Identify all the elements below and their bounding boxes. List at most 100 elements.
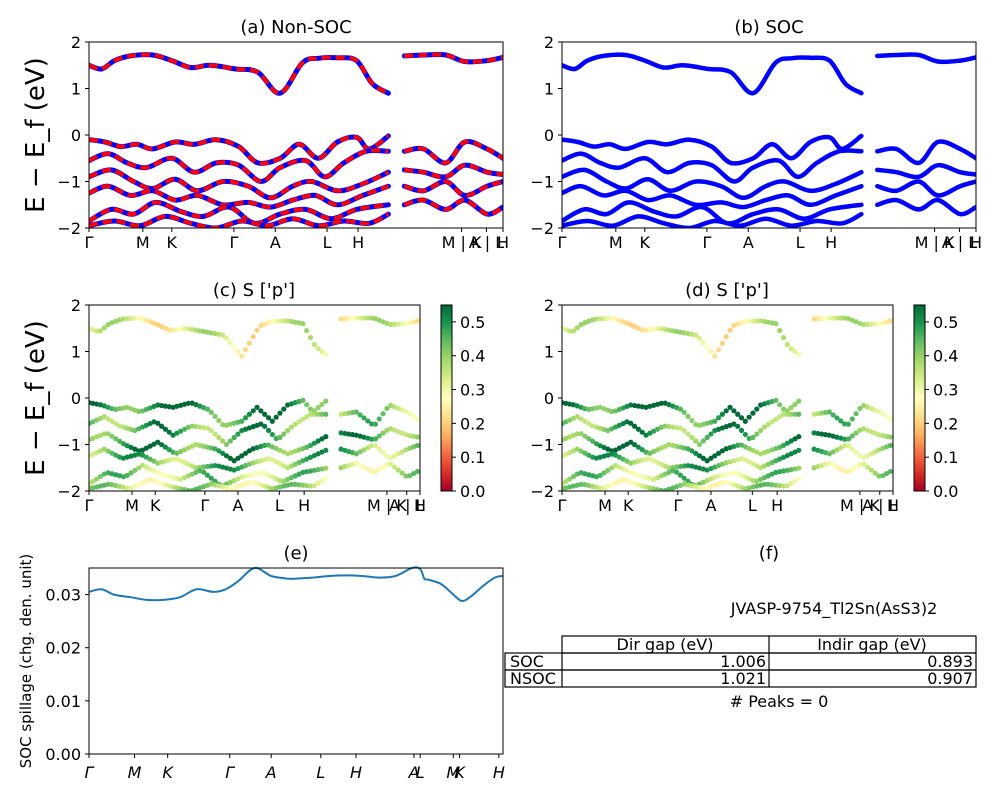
panel-e-xtick-label: M — [446, 763, 460, 782]
colorbar-tick-label: 0.1 — [460, 448, 485, 467]
colorbar-tick-label: 0.0 — [933, 482, 958, 501]
band-point — [414, 442, 420, 449]
band-point — [246, 479, 253, 486]
band-point — [849, 466, 855, 472]
band-point — [811, 411, 817, 417]
band-point — [780, 483, 787, 489]
band-point — [277, 318, 283, 324]
band-point — [761, 481, 768, 487]
band-point — [158, 402, 165, 409]
panel-e-ytick-label: 0.01 — [45, 692, 81, 711]
band-point — [612, 452, 619, 458]
band-point — [300, 321, 306, 327]
band-point — [819, 410, 825, 416]
colorbar-tick-label: 0.4 — [933, 347, 958, 366]
panel-c-xtick-label: Γ — [85, 496, 94, 515]
band-point — [414, 434, 420, 440]
band-point — [567, 328, 573, 334]
panel-e-title: (e) — [283, 543, 308, 564]
band-point — [750, 410, 756, 416]
band-point — [338, 411, 344, 417]
band-point — [166, 327, 172, 333]
band-point — [208, 475, 214, 481]
band-point — [346, 410, 352, 416]
band-point — [601, 470, 607, 476]
band-point — [704, 458, 710, 464]
band-point — [315, 405, 321, 411]
panel-b-xtick-label: A | L — [942, 233, 978, 252]
spillage-line — [88, 566, 504, 602]
panel-e-frame — [88, 567, 504, 755]
band-point — [414, 468, 420, 475]
band-line-dashed — [404, 52, 503, 64]
colorbar-tick-label: 0.3 — [460, 381, 485, 400]
band-point — [792, 478, 798, 484]
band-point — [227, 455, 233, 461]
band-point — [262, 442, 268, 448]
band-point — [231, 344, 237, 350]
panel-b-xtick-label: H — [825, 233, 837, 252]
band-point — [204, 463, 210, 470]
band-line-dashed — [89, 134, 390, 166]
band-point — [246, 340, 253, 346]
band-point — [369, 468, 375, 474]
band-point — [773, 416, 779, 422]
band-point — [838, 466, 844, 472]
band-point — [128, 315, 134, 322]
band-point — [292, 481, 298, 487]
colorbar-d-ticks: 0.5 0.4 0.3 0.2 0.1 0.0 — [925, 313, 958, 501]
panel-a-xtick-label: Γ — [85, 233, 94, 252]
band-point — [788, 411, 794, 417]
band-point — [712, 418, 718, 424]
band-point — [616, 454, 622, 460]
band-point — [105, 431, 111, 437]
band-point — [864, 464, 871, 470]
band-point — [281, 318, 287, 324]
band-point — [258, 408, 264, 414]
band-point — [380, 450, 386, 456]
band-line-dashed — [89, 212, 390, 228]
band-point — [780, 442, 787, 448]
band-point — [586, 452, 592, 458]
panel-d-xtick-label: A | L — [862, 496, 898, 515]
panel-c-xtick-label: K — [150, 496, 161, 515]
band-ylabel-top: E − E_f (eV) — [21, 57, 51, 213]
band-point — [376, 416, 382, 422]
band-line — [562, 133, 864, 166]
spillage-ylabel: SOC spillage (chg. den. unit) — [17, 554, 35, 769]
band-line-dashed — [404, 163, 503, 179]
band-point — [178, 428, 184, 434]
band-point — [696, 453, 703, 459]
band-point — [700, 485, 706, 491]
band-line-dashed — [89, 148, 389, 184]
band-point — [162, 444, 168, 450]
panel-e-xtick-label: K — [162, 763, 174, 782]
band-point — [143, 454, 149, 460]
panel-e-xtick-label: Γ — [85, 763, 95, 782]
band-point — [578, 431, 584, 437]
band-point — [319, 436, 325, 442]
band-point — [819, 315, 825, 322]
band-point — [365, 445, 371, 451]
band-point — [864, 321, 871, 327]
band-point — [887, 416, 893, 422]
band-point — [231, 434, 237, 441]
band-point — [651, 428, 657, 434]
band-point — [304, 414, 310, 420]
band-point — [884, 414, 890, 420]
band-line — [562, 211, 864, 228]
band-point — [876, 473, 882, 479]
row-nsoc-indir: 0.907 — [927, 669, 973, 688]
panel-d-ytick-label: 1 — [544, 343, 554, 362]
band-point — [212, 446, 218, 452]
panel-d-ytick-label: −2 — [530, 482, 554, 501]
band-point — [750, 477, 756, 484]
panel-a-xtick-label: A | L — [469, 233, 505, 252]
band-point — [269, 431, 275, 438]
band-point — [113, 436, 119, 442]
panel-b-xtick-label: Γ — [558, 233, 567, 252]
band-point — [323, 465, 329, 471]
band-point — [124, 316, 130, 322]
band-point — [357, 462, 363, 468]
